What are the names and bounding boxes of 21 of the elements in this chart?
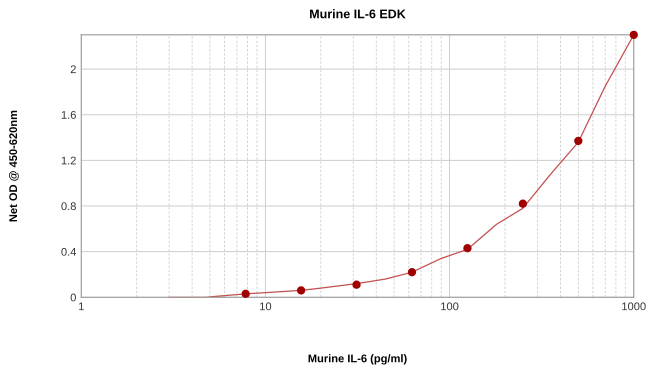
point	[630, 30, 638, 40]
y-tick-label: 0.8	[61, 202, 76, 210]
point	[296, 286, 306, 295]
point	[352, 280, 361, 289]
point	[574, 136, 582, 146]
x-tick-label: 10	[260, 302, 272, 310]
y-tick-label: 0	[70, 294, 76, 302]
point	[408, 268, 416, 276]
y-tick-label: 2	[70, 65, 76, 74]
point	[518, 200, 528, 208]
x-tick-label: 1	[79, 302, 84, 310]
y-axis-title: Net OD @ 450-620nm	[9, 110, 19, 222]
y-tick-label: 1.6	[62, 110, 76, 119]
y-tick-label: 0.4	[61, 248, 76, 256]
x-axis-title: Murine IL-6 (pg/ml)	[308, 354, 407, 365]
y-tick-label: 1.2	[62, 156, 76, 164]
point	[242, 290, 250, 298]
x-tick-label: 1000	[622, 302, 646, 310]
x-tick-label: 100	[441, 302, 458, 310]
point	[463, 244, 472, 252]
chart-title: Murine IL-6 EDK	[310, 9, 406, 18]
